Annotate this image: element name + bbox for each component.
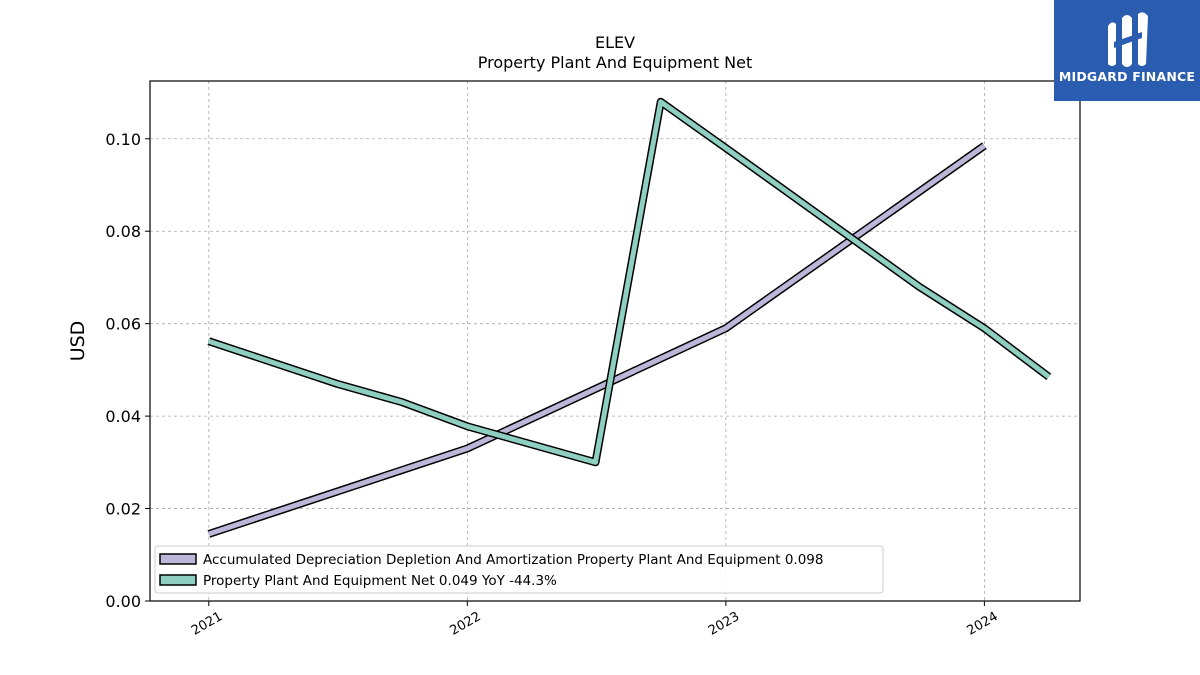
series-layer xyxy=(207,97,1052,538)
legend-label-0: Accumulated Depreciation Depletion And A… xyxy=(203,552,824,568)
y-axis-title: USD xyxy=(67,321,89,362)
grid-lines xyxy=(150,81,1080,602)
logo-text: MIDGARD FINANCE xyxy=(1058,69,1196,84)
x-axis-ticks: 2021 2022 2023 2024 xyxy=(189,601,1001,639)
chart-subtitle: Property Plant And Equipment Net xyxy=(478,53,753,72)
midgard-logo-icon xyxy=(1108,12,1148,67)
legend-label-1: Property Plant And Equipment Net 0.049 Y… xyxy=(203,573,557,589)
y-tick-label-3: 0.06 xyxy=(105,315,141,334)
y-axis-ticks: 0.00 0.02 0.04 0.06 0.08 0.10 xyxy=(105,130,150,611)
legend-swatch-1 xyxy=(159,574,197,586)
y-tick-label-4: 0.08 xyxy=(105,222,141,241)
series-line-0 xyxy=(208,143,986,537)
legend: Accumulated Depreciation Depletion And A… xyxy=(154,545,884,594)
series-line-1 xyxy=(208,99,1051,465)
y-tick-label-0: 0.00 xyxy=(105,592,141,611)
series-outline-0 xyxy=(207,142,987,538)
chart-title: ELEV xyxy=(595,33,635,52)
y-tick-label-1: 0.02 xyxy=(105,500,141,519)
x-tick-label-1: 2022 xyxy=(447,609,483,639)
plot-frame xyxy=(149,80,1081,602)
legend-swatch-0 xyxy=(159,553,197,565)
x-tick-label-3: 2024 xyxy=(965,609,1001,639)
x-tick-label-0: 2021 xyxy=(189,609,225,639)
y-tick-label-5: 0.10 xyxy=(105,130,141,149)
x-tick-label-2: 2023 xyxy=(706,609,742,639)
midgard-finance-logo: MIDGARD FINANCE xyxy=(1054,0,1200,101)
legend-box xyxy=(154,545,884,594)
y-tick-label-2: 0.04 xyxy=(105,407,141,426)
